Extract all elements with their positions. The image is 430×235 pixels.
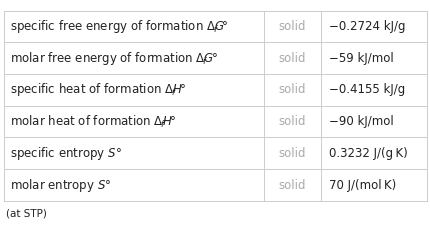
Text: solid: solid <box>278 83 306 96</box>
Text: molar entropy $S°$: molar entropy $S°$ <box>10 176 111 194</box>
Text: specific entropy $S°$: specific entropy $S°$ <box>10 145 121 162</box>
Text: 70 J/(mol K): 70 J/(mol K) <box>328 179 395 192</box>
Text: −0.2724 kJ/g: −0.2724 kJ/g <box>328 20 404 33</box>
Text: solid: solid <box>278 20 306 33</box>
Text: −0.4155 kJ/g: −0.4155 kJ/g <box>328 83 404 96</box>
Text: −59 kJ/mol: −59 kJ/mol <box>328 52 393 65</box>
Text: specific free energy of formation $\Delta_{\!f}\!G\!°$: specific free energy of formation $\Delt… <box>10 18 228 35</box>
Text: solid: solid <box>278 179 306 192</box>
Text: molar heat of formation $\Delta_{\!f}\!H\!°$: molar heat of formation $\Delta_{\!f}\!H… <box>10 114 175 130</box>
Text: solid: solid <box>278 147 306 160</box>
Text: 0.3232 J/(g K): 0.3232 J/(g K) <box>328 147 407 160</box>
Text: (at STP): (at STP) <box>6 209 47 219</box>
Text: solid: solid <box>278 115 306 128</box>
Text: specific heat of formation $\Delta_{\!f}\!H\!°$: specific heat of formation $\Delta_{\!f}… <box>10 81 186 98</box>
Text: molar free energy of formation $\Delta_{\!f}\!G\!°$: molar free energy of formation $\Delta_{… <box>10 50 217 67</box>
Text: solid: solid <box>278 52 306 65</box>
Text: −90 kJ/mol: −90 kJ/mol <box>328 115 393 128</box>
